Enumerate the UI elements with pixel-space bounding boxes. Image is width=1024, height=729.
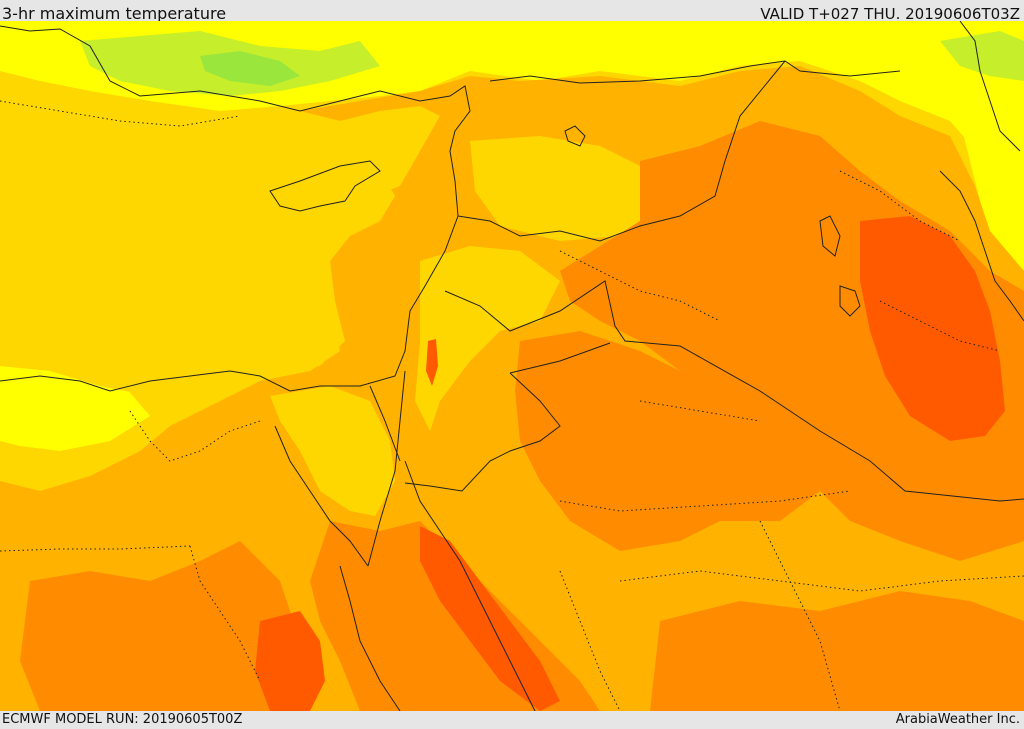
temperature-zone-hot-jordan [426,339,438,386]
temperature-zone-green-east [940,31,1024,81]
country-borders [369,60,1024,502]
temperature-zone-orange-saudi [515,331,820,551]
valid-time-label: VALID T+027 THU. 20190606T03Z [760,5,1020,23]
temperature-map [0,21,1024,711]
map-canvas [0,21,1024,711]
model-run-label: ECMWF MODEL RUN: 20190605T00Z [2,712,243,727]
temperature-zone-orange-sudan [20,541,300,711]
temperature-zone-gold-jordan [415,246,560,431]
temperature-zone-gold-north-syria [470,136,660,241]
temperature-zone-gold-sea [0,81,395,396]
province-borders [0,100,1024,711]
temperature-zone-hot-sudan [255,611,325,711]
temperature-zone-hot-redsea-coast [420,526,560,711]
temperature-zone-green-core [200,51,300,86]
temperature-zone-gold-sinai [270,386,395,516]
credit-label: ArabiaWeather Inc. [895,712,1020,727]
temperature-zone-yellow-east [960,111,1024,281]
temperature-zone-hot-iraq [860,216,1005,441]
map-title: 3-hr maximum temperature [2,4,227,23]
coastlines [0,21,1024,711]
temperature-zone-orange-south [650,591,1024,711]
